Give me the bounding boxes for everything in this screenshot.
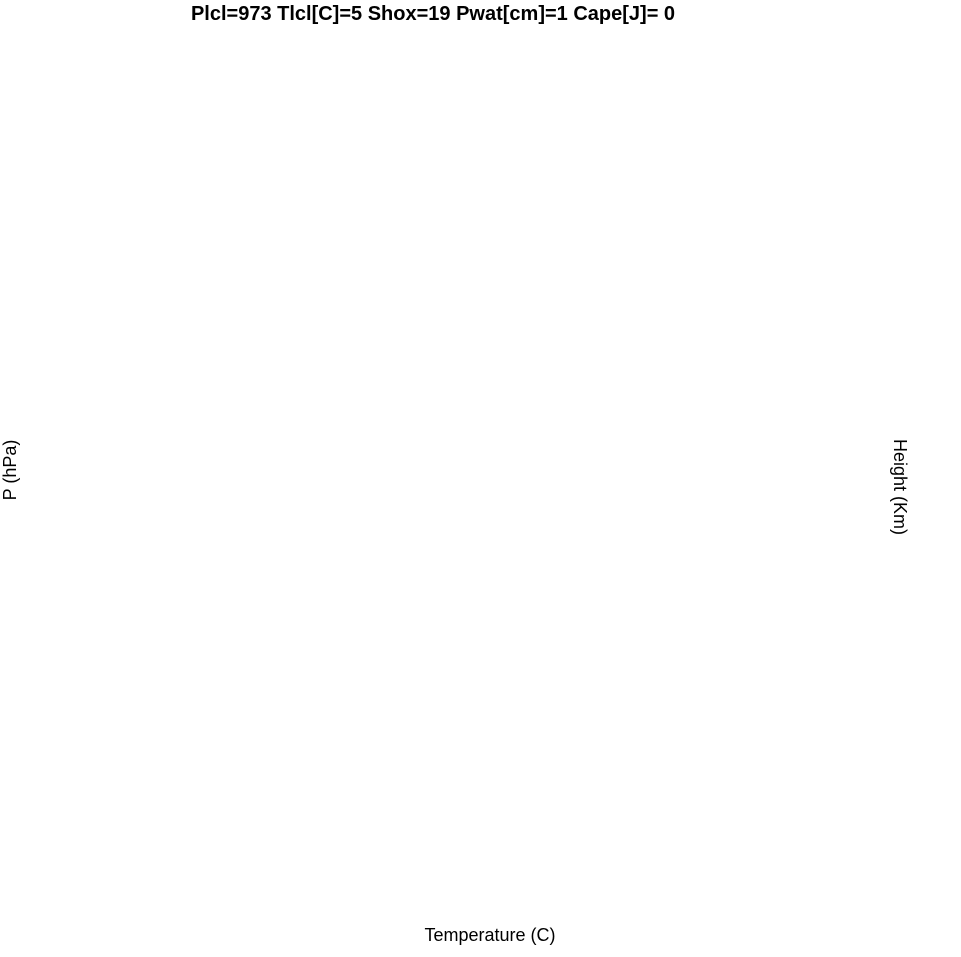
- chart-title: Plcl=973 Tlcl[C]=5 Shox=19 Pwat[cm]=1 Ca…: [191, 3, 675, 25]
- pressure-axis-title: P (hPa): [0, 440, 20, 501]
- temperature-axis-title: Temperature (C): [424, 925, 555, 945]
- height-axis-title: Height (Km): [890, 439, 910, 535]
